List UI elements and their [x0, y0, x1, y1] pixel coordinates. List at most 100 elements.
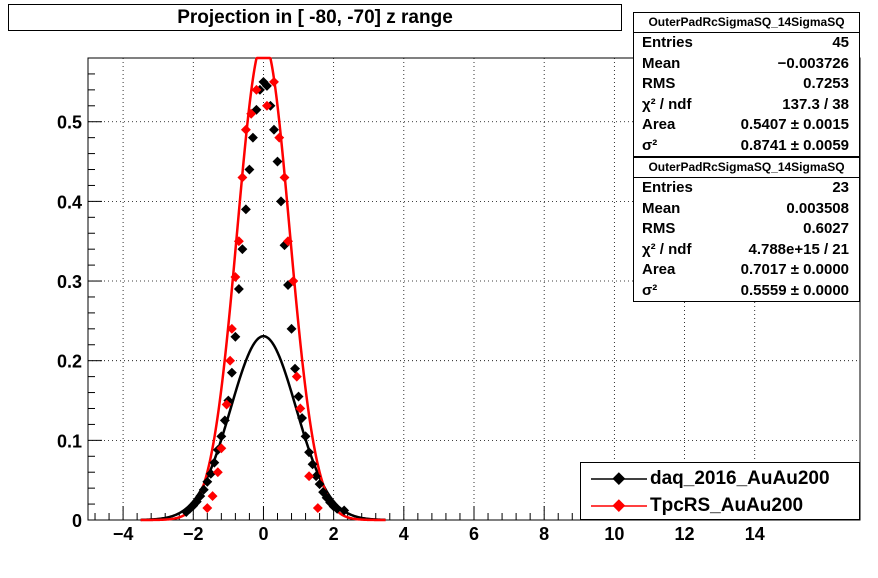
stats-label: Area: [642, 116, 676, 133]
data-point-daq: [198, 484, 209, 495]
data-point-daq: [290, 363, 300, 374]
stats-label: σ²: [642, 281, 658, 299]
stats-value: 0.003508: [786, 199, 849, 217]
stats-row-rms: RMS 0.7253: [634, 74, 859, 95]
stats-row-area: Area 0.5407 ± 0.0015: [634, 115, 859, 136]
data-point-daq: [286, 323, 297, 334]
stats-value: 4.788e+15 / 21: [748, 240, 849, 258]
y-tick-label: 0.1: [57, 431, 82, 451]
data-point-daq: [332, 503, 343, 514]
x-tick-label: −2: [183, 524, 204, 544]
legend-label: TpcRS_AuAu200: [650, 495, 804, 516]
data-point-daq: [237, 244, 248, 255]
stats-value: 0.5559 ± 0.0000: [740, 281, 849, 299]
stats-row-area: Area 0.7017 ± 0.0000: [634, 260, 859, 281]
stats-row-entries: Entries 23: [634, 178, 859, 199]
data-point-daq: [233, 284, 244, 294]
stats-label: Mean: [642, 199, 681, 217]
legend-label: daq_2016_AuAu200: [650, 468, 830, 489]
stats-row-mean: Mean −0.003726: [634, 54, 859, 75]
data-point-daq: [209, 457, 220, 468]
x-tick-label: 14: [745, 524, 765, 544]
stats-label: Entries: [642, 34, 693, 51]
data-point-tpcrs: [274, 132, 285, 143]
data-point-daq: [230, 331, 241, 342]
data-point-tpcrs: [246, 108, 257, 119]
data-point-tpcrs: [230, 272, 241, 283]
y-tick-label: 0.2: [57, 352, 82, 372]
x-tick-label: 10: [604, 524, 624, 544]
data-point-daq: [244, 164, 255, 175]
data-point-daq: [304, 447, 315, 458]
stats-title: OuterPadRcSigmaSQ_14SigmaSQ: [634, 13, 859, 33]
stats-label: RMS: [642, 75, 676, 92]
data-point-tpcrs: [288, 276, 299, 286]
legend-marker-daq: [591, 472, 647, 486]
stats-value: 45: [832, 34, 849, 51]
stats-value: 23: [832, 179, 849, 196]
stats-label: χ² / ndf: [642, 240, 692, 258]
data-point-tpcrs: [304, 471, 315, 482]
x-tick-label: 12: [675, 524, 695, 544]
data-point-tpcrs: [202, 503, 213, 514]
x-tick-label: 0: [258, 524, 268, 544]
data-point-tpcrs: [221, 399, 232, 410]
data-point-daq: [272, 156, 283, 167]
data-point-tpcrs: [226, 323, 237, 334]
data-point-tpcrs: [212, 467, 223, 478]
data-point-daq: [293, 391, 304, 402]
legend-item-tpcrs: TpcRS_AuAu200: [581, 492, 859, 520]
data-point-tpcrs: [279, 172, 290, 183]
stats-label: Entries: [642, 179, 693, 196]
data-point-daq: [216, 431, 227, 442]
stats-value: 0.7017 ± 0.0000: [740, 261, 849, 278]
data-point-tpcrs: [237, 172, 248, 183]
stats-title: OuterPadRcSigmaSQ_14SigmaSQ: [634, 158, 859, 178]
fit-curve-tpcrs: [140, 56, 386, 522]
y-tick-label: 0.3: [57, 272, 82, 292]
data-point-tpcrs: [295, 403, 306, 414]
data-point-tpcrs: [207, 491, 218, 502]
data-point-daq: [202, 476, 213, 487]
y-tick-label: 0: [72, 511, 82, 531]
data-point-daq: [219, 415, 230, 426]
x-tick-label: 2: [329, 524, 339, 544]
stats-value: 0.5407 ± 0.0015: [740, 116, 849, 133]
stats-row-rms: RMS 0.6027: [634, 219, 859, 240]
data-point-tpcrs: [283, 236, 293, 247]
y-tick-label: 0.5: [57, 113, 82, 133]
stats-value: 137.3 / 38: [782, 95, 849, 113]
stats-value: 0.7253: [803, 75, 849, 92]
y-tick-label: 0.4: [57, 192, 82, 212]
x-tick-label: 4: [399, 524, 409, 544]
plot-title: Projection in [ -80, -70] z range: [8, 4, 622, 31]
stats-row-chi2: χ² / ndf 137.3 / 38: [634, 95, 859, 116]
data-point-daq: [300, 431, 311, 442]
legend-marker-tpcrs: [591, 499, 647, 513]
stats-label: RMS: [642, 220, 676, 237]
data-point-daq: [311, 471, 322, 482]
data-point-tpcrs: [240, 124, 251, 135]
stats-label: Mean: [642, 54, 681, 72]
stats-row-mean: Mean 0.003508: [634, 199, 859, 220]
stats-label: χ² / ndf: [642, 95, 692, 113]
x-tick-label: 6: [469, 524, 479, 544]
data-point-daq: [276, 196, 286, 207]
stats-row-sigma2: σ² 0.8741 ± 0.0059: [634, 136, 859, 157]
data-point-tpcrs: [233, 236, 244, 247]
stats-label: Area: [642, 261, 676, 278]
legend-item-daq: daq_2016_AuAu200: [581, 465, 859, 493]
stats-box-tpcrs: OuterPadRcSigmaSQ_14SigmaSQ Entries 23 Me…: [633, 157, 860, 302]
stats-box-daq: OuterPadRcSigmaSQ_14SigmaSQ Entries 45 Me…: [633, 12, 860, 157]
stats-row-chi2: χ² / ndf 4.788e+15 / 21: [634, 240, 859, 261]
stats-value: −0.003726: [777, 54, 849, 72]
data-point-tpcrs: [225, 355, 236, 366]
data-point-tpcrs: [312, 503, 323, 514]
data-point-daq: [226, 367, 237, 378]
data-point-daq: [314, 479, 325, 490]
data-point-daq: [247, 132, 258, 143]
data-point-tpcrs: [216, 443, 227, 454]
data-point-daq: [205, 468, 216, 479]
legend: daq_2016_AuAu200 TpcRS_AuAu200: [580, 462, 860, 520]
x-tick-label: −4: [113, 524, 134, 544]
